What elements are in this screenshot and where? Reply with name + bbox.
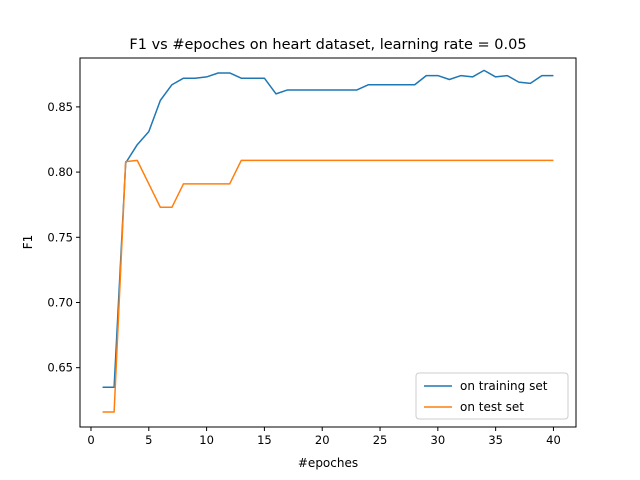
x-tick-label: 30 <box>431 433 446 447</box>
legend-label: on test set <box>460 400 524 414</box>
y-tick-label: 0.75 <box>47 230 73 244</box>
x-tick-label: 20 <box>315 433 330 447</box>
x-axis-label: #epoches <box>298 456 358 470</box>
legend-box <box>415 372 569 420</box>
x-tick-label: 5 <box>145 433 152 447</box>
y-tick-label: 0.80 <box>47 165 73 179</box>
legend-label: on training set <box>460 379 548 393</box>
x-tick-label: 0 <box>87 433 94 447</box>
y-tick-label: 0.65 <box>47 361 73 375</box>
y-tick-label: 0.85 <box>47 100 73 114</box>
axes-frame <box>79 57 577 428</box>
chart-title: F1 vs #epoches on heart dataset, learnin… <box>129 37 526 53</box>
x-tick-label: 35 <box>488 433 503 447</box>
y-tick-label: 0.70 <box>47 295 73 309</box>
x-tick-label: 15 <box>257 433 272 447</box>
y-axis: 0.65 0.70 0.75 0.80 0.85 <box>47 100 80 375</box>
y-axis-label: F1 <box>21 235 35 250</box>
x-tick-label: 40 <box>546 433 561 447</box>
series-line-on-test-set <box>102 159 554 413</box>
x-axis: 0 5 10 15 20 25 30 35 40 <box>87 427 561 447</box>
plot-area <box>102 69 554 413</box>
x-tick-label: 10 <box>199 433 214 447</box>
series-line-on-training-set <box>102 69 554 388</box>
x-tick-label: 25 <box>373 433 388 447</box>
legend: on training set on test set <box>415 372 569 420</box>
